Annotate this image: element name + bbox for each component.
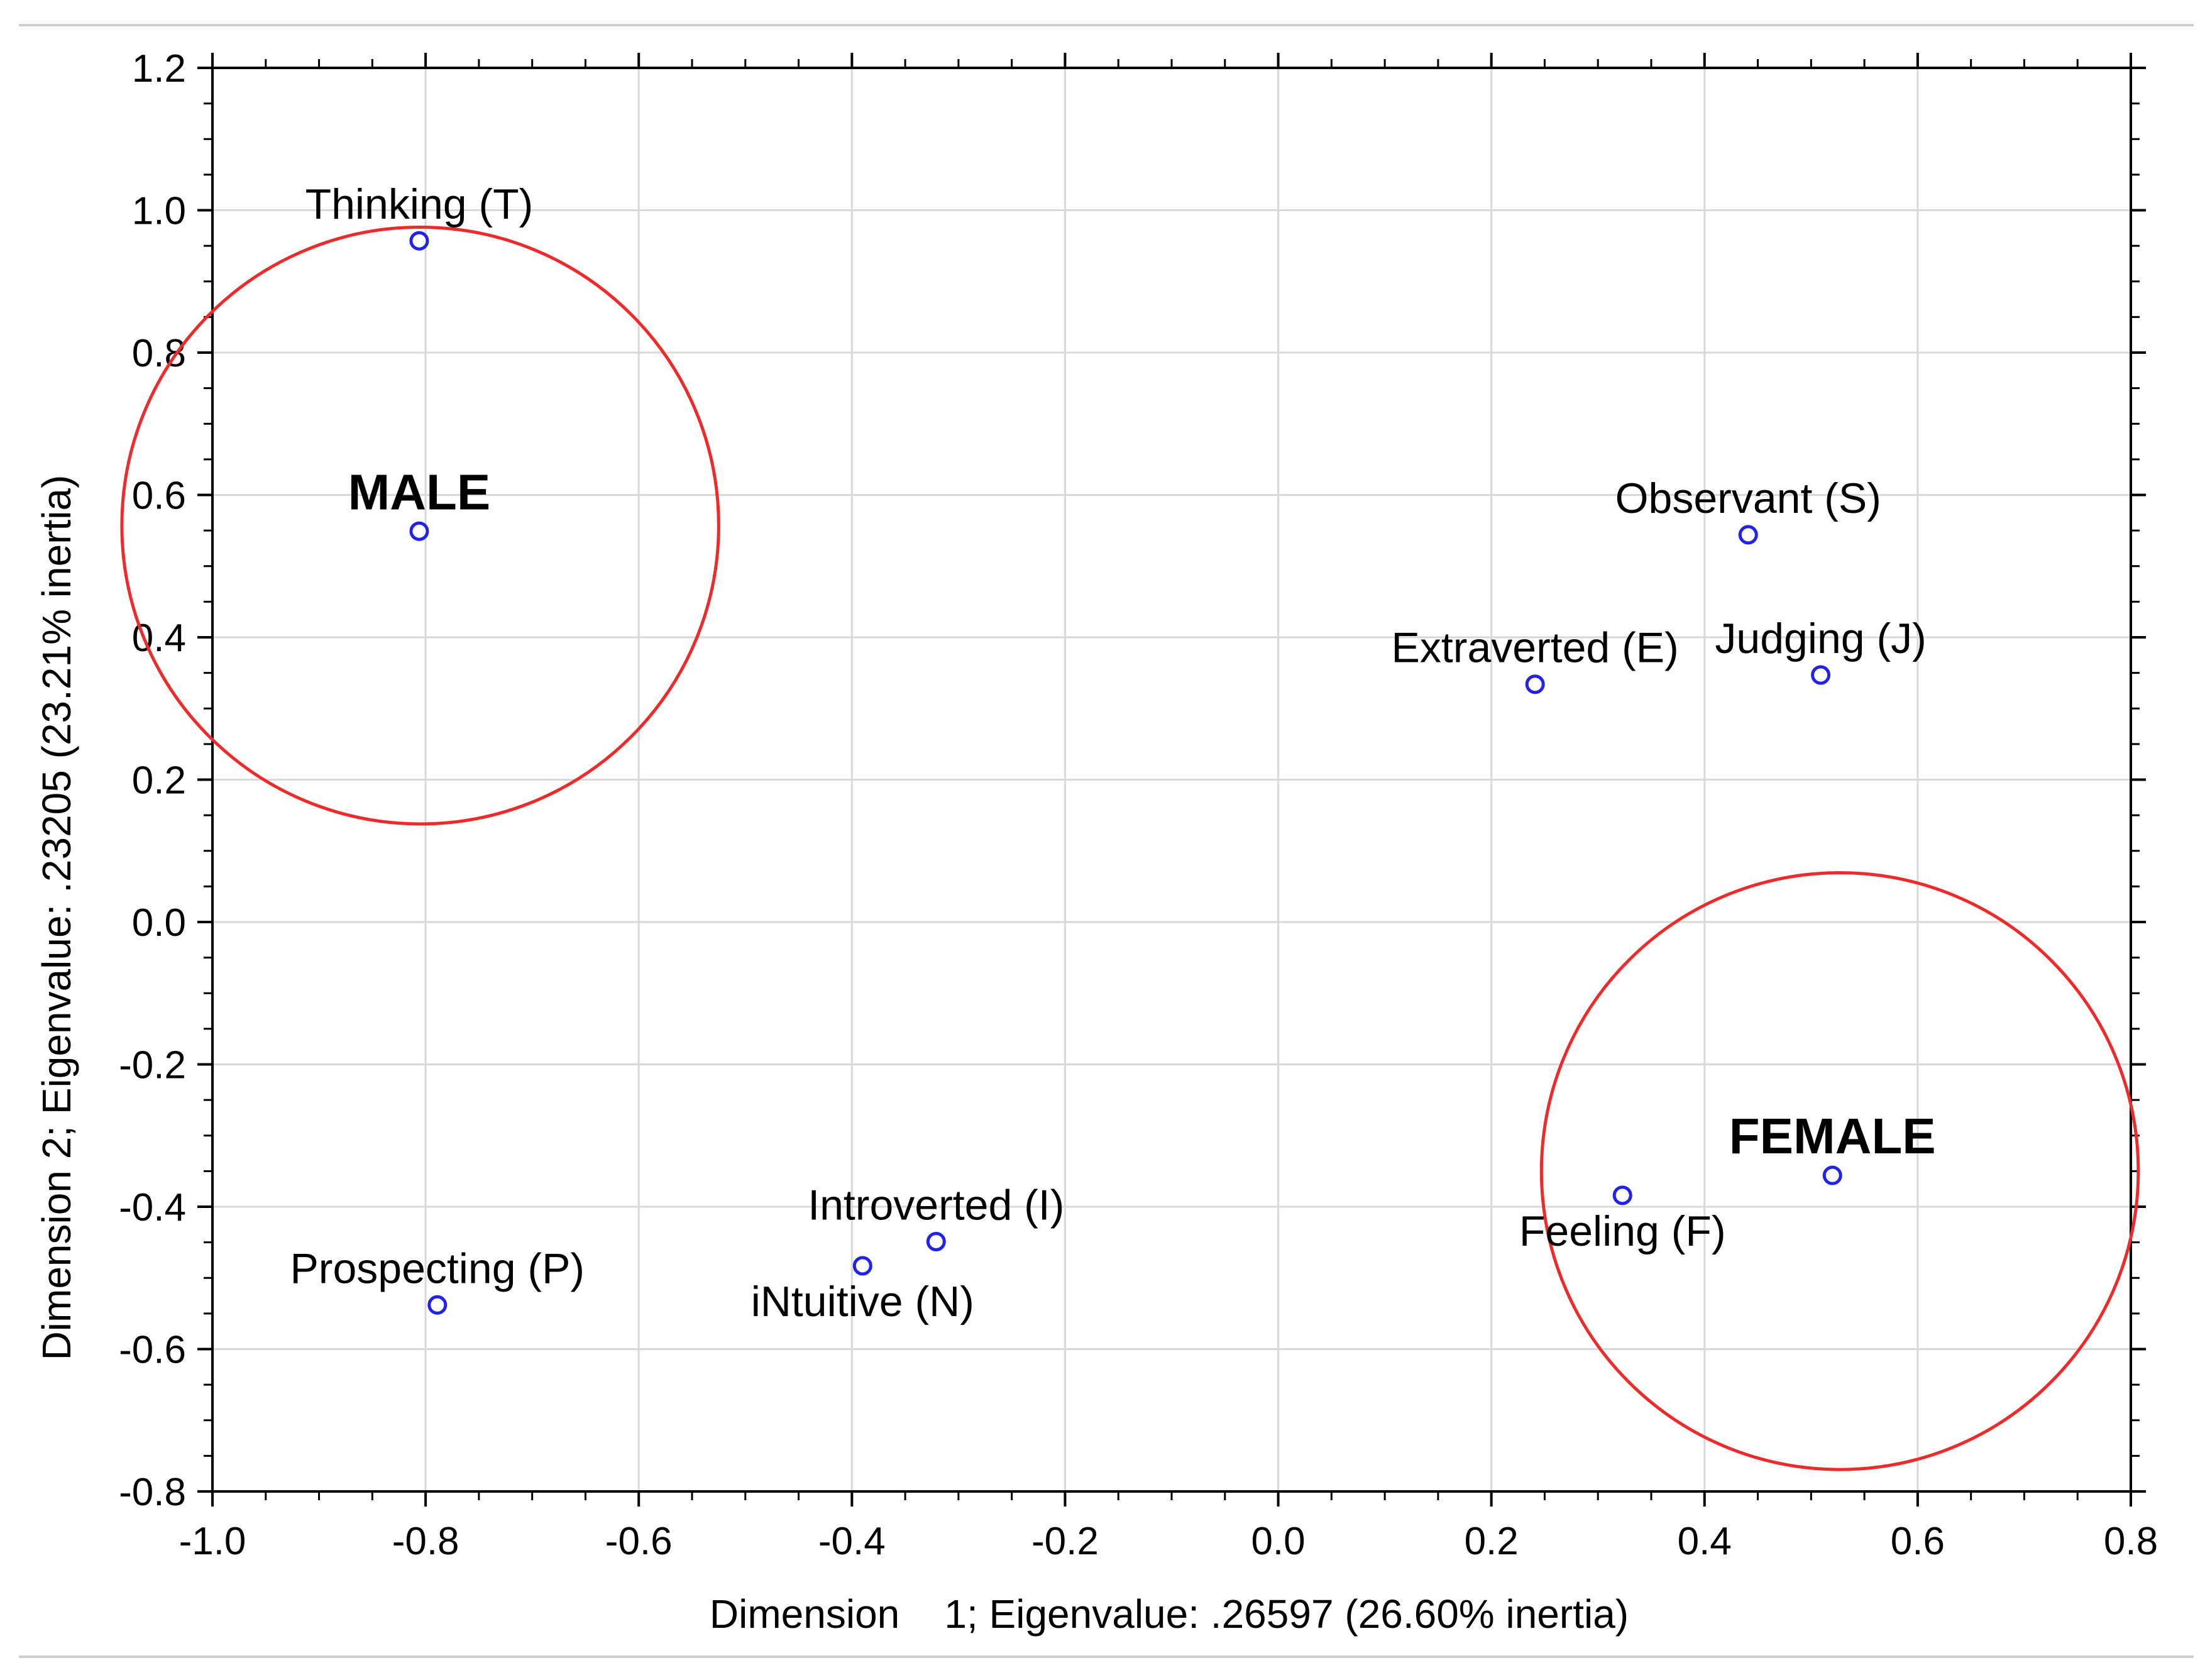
point-thinking xyxy=(409,231,429,251)
y-tick-label-0p2: 0.2 xyxy=(132,759,186,803)
x-tick-label-0: 0.0 xyxy=(1251,1520,1305,1563)
female-circle xyxy=(1539,871,2140,1471)
point-label-intuitive: iNtuitive (N) xyxy=(751,1278,974,1326)
data-points: Thinking (T) MALE Observant (S) Judging (J)… xyxy=(290,180,1935,1326)
point-label-female: FEMALE xyxy=(1729,1108,1936,1164)
x-tick-label-neg0p4: -0.4 xyxy=(818,1520,886,1563)
y-tick-label-neg0p4: -0.4 xyxy=(119,1186,186,1229)
point-observant xyxy=(1738,525,1758,545)
y-tick-label-neg0p8: -0.8 xyxy=(119,1471,186,1514)
y-tick-label-0p4: 0.4 xyxy=(132,617,186,660)
point-male xyxy=(409,521,429,541)
point-prospecting xyxy=(427,1295,448,1315)
highlight-circles xyxy=(120,225,2140,1471)
point-feeling xyxy=(1612,1185,1632,1205)
x-tick-label-0p6: 0.6 xyxy=(1891,1520,1945,1563)
male-circle xyxy=(120,225,720,826)
x-tick-label-neg1: -1.0 xyxy=(179,1520,246,1563)
axis-ticks: -1.0 -0.8 -0.6 -0.4 -0.2 0.0 0.2 0.4 0.6 0.8 -0.8 -… xyxy=(119,47,2158,1563)
y-tick-label-1: 1.0 xyxy=(132,190,186,233)
point-label-observant: Observant (S) xyxy=(1615,475,1881,522)
y-tick-label-0: 0.0 xyxy=(132,901,186,945)
gridlines xyxy=(212,68,2131,1491)
x-axis-title: Dimension 1; Eigenvalue: .26597 (26.60% … xyxy=(710,1591,1629,1637)
y-axis-title: Dimension 2; Eigenvalue: .23205 (23.21% … xyxy=(34,475,79,1361)
x-tick-label-0p4: 0.4 xyxy=(1678,1520,1732,1563)
x-tick-label-0p8: 0.8 xyxy=(2104,1520,2158,1563)
point-label-introverted: Introverted (I) xyxy=(808,1181,1064,1229)
point-label-extraverted: Extraverted (E) xyxy=(1392,624,1679,672)
point-label-feeling: Feeling (F) xyxy=(1519,1207,1726,1255)
y-tick-label-neg0p6: -0.6 xyxy=(119,1329,186,1372)
x-tick-label-neg0p8: -0.8 xyxy=(392,1520,459,1563)
x-tick-label-neg0p2: -0.2 xyxy=(1031,1520,1099,1563)
point-label-prospecting: Prospecting (P) xyxy=(290,1244,585,1292)
point-label-judging: Judging (J) xyxy=(1715,615,1926,662)
point-introverted xyxy=(926,1231,946,1251)
point-label-thinking: Thinking (T) xyxy=(305,180,534,228)
point-extraverted xyxy=(1525,674,1545,695)
y-tick-label-1p2: 1.2 xyxy=(132,47,186,91)
point-judging xyxy=(1811,665,1831,685)
point-female xyxy=(1822,1165,1842,1185)
x-tick-label-neg0p6: -0.6 xyxy=(605,1520,673,1563)
y-tick-label-0p6: 0.6 xyxy=(132,475,186,518)
point-intuitive xyxy=(852,1256,872,1276)
x-tick-label-0p2: 0.2 xyxy=(1465,1520,1519,1563)
y-tick-label-neg0p2: -0.2 xyxy=(119,1044,186,1087)
point-label-male: MALE xyxy=(348,464,491,520)
